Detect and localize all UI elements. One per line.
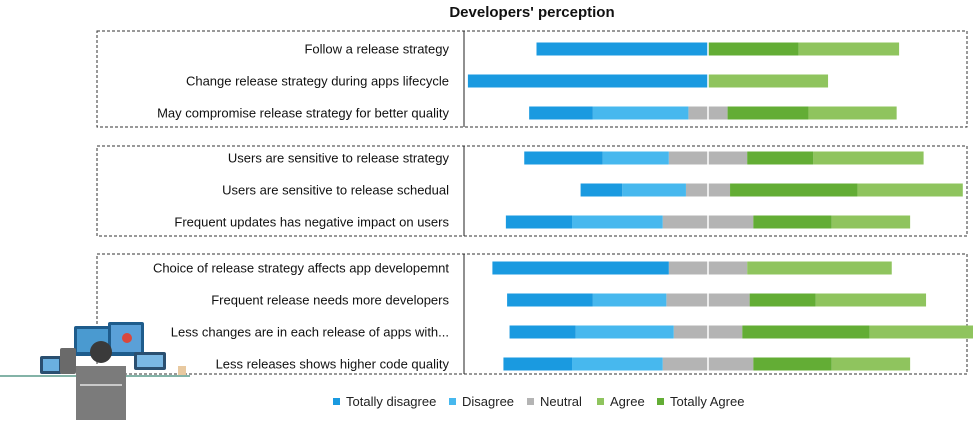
category-label: Users are sensitive to release schedual xyxy=(222,183,449,198)
bar-totally-disagree xyxy=(503,357,573,371)
category-labels: Follow a release strategy Change release … xyxy=(153,42,450,372)
bar-agree xyxy=(708,74,829,88)
bar-agree xyxy=(815,293,927,307)
category-label: Less releases shows higher code quality xyxy=(216,357,450,372)
category-label: Less changes are in each release of apps… xyxy=(171,325,449,340)
tablet-screen xyxy=(43,359,59,371)
bar-disagree xyxy=(572,215,663,229)
bar-neutral-left xyxy=(666,293,708,307)
bar-totally-agree xyxy=(753,357,832,371)
legend-swatch xyxy=(527,398,534,405)
bar-disagree xyxy=(592,106,689,120)
chart-title: Developers' perception xyxy=(449,4,614,21)
bar-neutral-left xyxy=(673,325,708,339)
bar-neutral-left xyxy=(668,261,708,275)
bar-agree xyxy=(747,261,892,275)
legend: Totally disagree Disagree Neutral Agree Tota… xyxy=(333,394,744,409)
cup xyxy=(178,366,186,375)
category-label: Users are sensitive to release strategy xyxy=(228,151,450,166)
legend-swatch xyxy=(657,398,664,405)
bar-neutral-right xyxy=(708,106,728,120)
bar-totally-disagree xyxy=(580,183,623,197)
bar-neutral-left xyxy=(668,151,708,165)
laptop-screen xyxy=(137,355,163,367)
bar-totally-agree xyxy=(749,293,816,307)
bar-neutral-right xyxy=(708,357,754,371)
bar-disagree xyxy=(602,151,669,165)
bar-totally-agree xyxy=(753,215,832,229)
legend-label: Totally Agree xyxy=(670,394,744,409)
bar-disagree xyxy=(622,183,686,197)
legend-label: Agree xyxy=(610,394,645,409)
category-label: Frequent updates has negative impact on … xyxy=(174,215,449,230)
group-box-3 xyxy=(96,253,968,375)
bars-layer xyxy=(467,42,973,371)
bar-neutral-right xyxy=(708,183,731,197)
bar-disagree xyxy=(575,325,674,339)
legend-label: Disagree xyxy=(462,394,514,409)
category-label: Frequent release needs more developers xyxy=(211,293,449,308)
group-boxes xyxy=(96,30,968,375)
developer-body xyxy=(76,366,126,420)
bar-agree xyxy=(831,357,911,371)
bar-totally-disagree xyxy=(509,325,576,339)
legend-label: Totally disagree xyxy=(346,394,436,409)
bar-totally-disagree xyxy=(529,106,593,120)
bar-agree xyxy=(813,151,924,165)
bar-neutral-left xyxy=(685,183,708,197)
bar-neutral-right xyxy=(708,215,754,229)
legend-label: Neutral xyxy=(540,394,582,409)
category-label: Follow a release strategy xyxy=(304,42,449,57)
bar-totally-agree xyxy=(742,325,870,339)
legend-swatch xyxy=(449,398,456,405)
bar-agree xyxy=(798,42,900,56)
bar-totally-disagree xyxy=(492,261,669,275)
chair-detail xyxy=(80,384,122,386)
group-box-2 xyxy=(96,145,968,237)
bar-neutral-right xyxy=(708,325,743,339)
bar-agree xyxy=(857,183,963,197)
screen-graphic xyxy=(122,333,132,343)
category-label: Change release strategy during apps life… xyxy=(186,74,449,89)
bar-disagree xyxy=(592,293,667,307)
bar-totally-disagree xyxy=(524,151,603,165)
bar-neutral-right xyxy=(708,293,750,307)
bar-totally-disagree xyxy=(507,293,593,307)
bar-agree xyxy=(831,215,911,229)
category-label: Choice of release strategy affects app d… xyxy=(153,261,449,276)
bar-totally-disagree xyxy=(536,42,708,56)
developer-head xyxy=(90,341,112,363)
bar-disagree xyxy=(572,357,663,371)
group-box-1 xyxy=(96,30,968,128)
bar-totally-agree xyxy=(747,151,814,165)
legend-swatch xyxy=(333,398,340,405)
developer-illustration xyxy=(0,322,190,420)
phone xyxy=(60,348,76,374)
bar-totally-agree xyxy=(727,106,809,120)
bar-totally-disagree xyxy=(467,74,708,88)
bar-totally-agree xyxy=(708,42,799,56)
bar-neutral-left xyxy=(662,357,708,371)
bar-totally-disagree xyxy=(505,215,573,229)
bar-agree xyxy=(869,325,973,339)
bar-neutral-right xyxy=(708,261,748,275)
bar-agree xyxy=(808,106,897,120)
bar-totally-agree xyxy=(730,183,858,197)
bar-neutral-left xyxy=(688,106,708,120)
bar-neutral-right xyxy=(708,151,748,165)
bar-neutral-left xyxy=(662,215,708,229)
category-label: May compromise release strategy for bett… xyxy=(157,106,449,121)
legend-swatch xyxy=(597,398,604,405)
